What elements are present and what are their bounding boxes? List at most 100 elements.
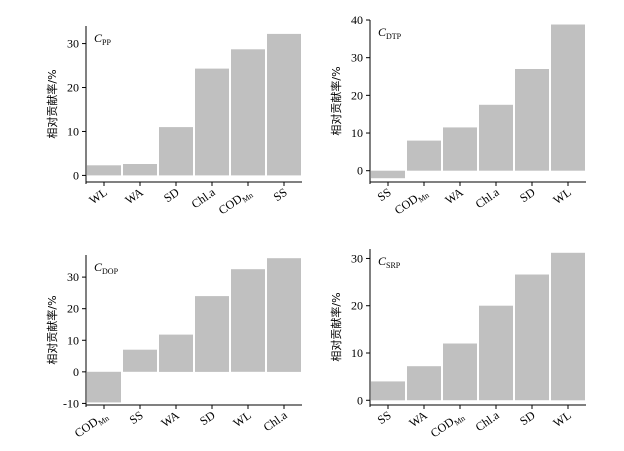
y-axis-title: 相对贡献率/%: [45, 295, 59, 364]
x-tick-label: WA: [442, 185, 466, 207]
x-tick-label: Chl.a: [189, 185, 219, 212]
x-tick-label-main: SS: [127, 408, 146, 427]
bar: [87, 371, 121, 403]
y-tick-label: 30: [67, 37, 79, 51]
panel-title: CDTP: [378, 25, 402, 41]
bar: [159, 127, 193, 176]
y-tick-label: 10: [67, 333, 79, 347]
y-tick-label: 20: [67, 81, 79, 95]
x-tick-label-main: Chl.a: [473, 185, 503, 212]
bar: [479, 104, 513, 171]
bar: [195, 68, 229, 176]
bar: [407, 366, 441, 401]
y-tick-label: -10: [63, 396, 79, 410]
bar: [515, 69, 549, 171]
panel-title-subscript: DOP: [102, 267, 119, 276]
bar: [551, 24, 585, 171]
x-tick-label-main: SD: [161, 185, 182, 205]
panel-title-subscript: SRP: [386, 261, 401, 270]
bar: [443, 343, 477, 401]
x-tick-label-main: WL: [86, 185, 109, 207]
x-tick-label-main: WA: [122, 185, 146, 207]
bar: [515, 274, 549, 401]
bar: [479, 305, 513, 401]
y-tick-label: 30: [351, 51, 363, 65]
panel-title-main: C: [94, 31, 103, 45]
x-tick-label: CODMn: [392, 185, 431, 219]
x-tick-label: SS: [375, 408, 394, 427]
bar: [195, 296, 229, 372]
x-tick-label-main: COD: [428, 414, 457, 440]
x-tick-label: WL: [550, 185, 573, 207]
y-tick-label: 0: [357, 393, 363, 407]
y-tick-label: 10: [67, 124, 79, 138]
x-tick-label-main: WL: [230, 408, 253, 430]
x-tick-label-main: WL: [550, 408, 573, 430]
x-tick-label: SD: [517, 185, 538, 205]
x-tick-label-main: Chl.a: [261, 408, 291, 435]
y-tick-label: 40: [351, 13, 363, 27]
y-tick-label: 20: [351, 299, 363, 313]
bar: [407, 140, 441, 171]
bar: [267, 33, 301, 176]
y-tick-label: 10: [351, 346, 363, 360]
bar: [267, 258, 301, 372]
x-tick-label-main: SS: [375, 185, 394, 204]
bar: [159, 334, 193, 372]
panel-title: CSRP: [378, 254, 401, 270]
panel-title-subscript: PP: [102, 38, 111, 47]
panel-title-main: C: [378, 254, 387, 268]
panel-title-main: C: [378, 25, 387, 39]
x-tick-label: CODMn: [72, 408, 111, 442]
x-tick-label-main: COD: [392, 191, 421, 217]
x-tick-label: SS: [127, 408, 146, 427]
x-tick-label: WA: [158, 408, 182, 430]
y-axis-title: 相对贡献率/%: [45, 69, 59, 138]
x-tick-label: WL: [86, 185, 109, 207]
y-axis-title: 相对贡献率/%: [329, 66, 343, 135]
x-tick-label: Chl.a: [473, 408, 503, 435]
x-tick-label-main: WA: [406, 408, 430, 430]
bar: [87, 165, 121, 176]
bar: [371, 170, 405, 179]
y-tick-label: 0: [73, 365, 79, 379]
x-tick-label: SD: [197, 408, 218, 428]
y-tick-label: 30: [351, 251, 363, 265]
bar: [231, 269, 265, 372]
x-tick-label-main: Chl.a: [473, 408, 503, 435]
y-tick-label: 0: [357, 164, 363, 178]
panel-title-subscript: DTP: [386, 32, 402, 41]
x-tick-label: SD: [161, 185, 182, 205]
x-tick-label: SD: [517, 408, 538, 428]
y-tick-label: 10: [351, 126, 363, 140]
x-tick-label-main: SS: [271, 185, 290, 204]
y-tick-label: 0: [73, 168, 79, 182]
x-tick-label: Chl.a: [261, 408, 291, 435]
panel-title: CDOP: [94, 260, 119, 276]
panel-title-main: C: [94, 260, 103, 274]
panel-title: CPP: [94, 31, 111, 47]
x-tick-label: WL: [550, 408, 573, 430]
x-tick-label-main: WA: [158, 408, 182, 430]
x-tick-label: Chl.a: [473, 185, 503, 212]
x-tick-label: WA: [406, 408, 430, 430]
x-tick-label-main: SD: [517, 185, 538, 205]
x-tick-label-main: SD: [197, 408, 218, 428]
chart-panel-3: -10 0 10 20 30 CODMn SS WA SD WL Chl.a 相对贡献率/% CDOP: [45, 255, 302, 442]
y-tick-label: 30: [67, 270, 79, 284]
x-tick-label-main: WL: [550, 185, 573, 207]
bar: [371, 381, 405, 401]
x-tick-label: WA: [122, 185, 146, 207]
x-tick-label-main: COD: [216, 191, 245, 217]
x-tick-label-main: SS: [375, 408, 394, 427]
x-tick-label-main: WA: [442, 185, 466, 207]
bar: [551, 252, 585, 401]
x-tick-label-main: COD: [72, 414, 101, 440]
x-tick-label: CODMn: [428, 408, 467, 442]
x-tick-label-main: Chl.a: [189, 185, 219, 212]
x-tick-label: SS: [271, 185, 290, 204]
